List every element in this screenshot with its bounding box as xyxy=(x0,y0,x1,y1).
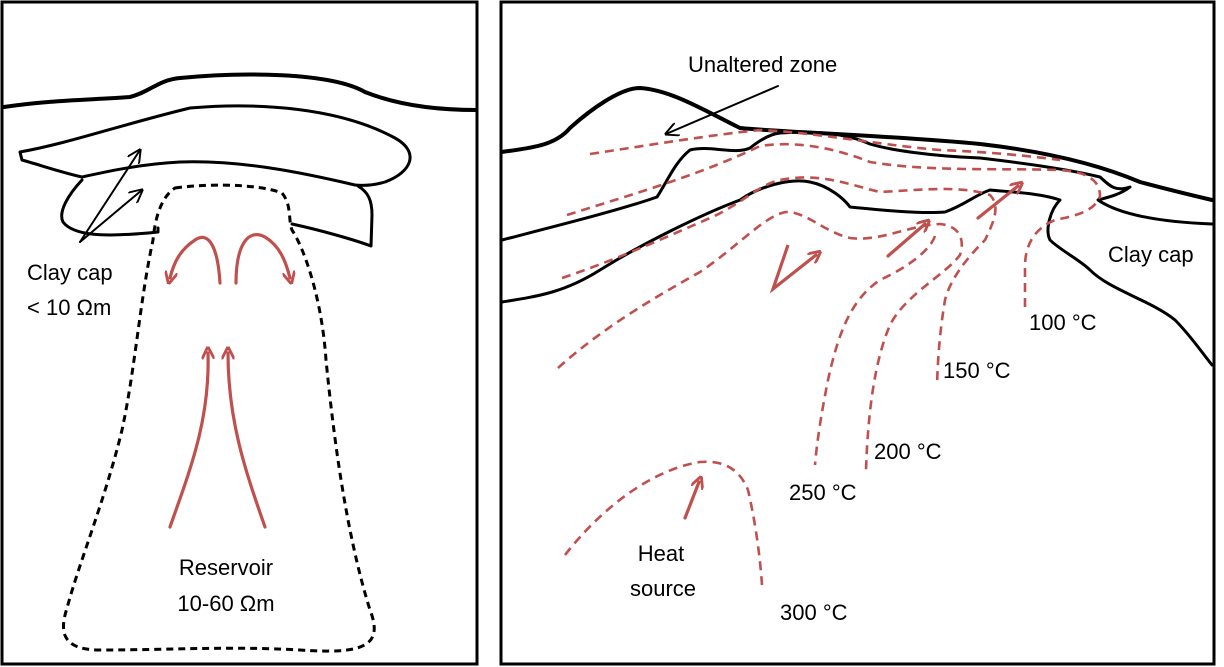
left-topography-line xyxy=(2,72,478,112)
clay-cap-pointer-arrow xyxy=(79,150,140,243)
unaltered-zone-label: Unaltered zone xyxy=(688,52,837,77)
left-clay-cap-label: Clay cap xyxy=(27,260,113,285)
heat-source-label-line1: Heat xyxy=(638,541,684,566)
upflow-arrow xyxy=(228,353,267,529)
left-panel: Clay cap < 10 Ωm Reservoir 10-60 Ωm xyxy=(0,0,479,666)
heat-flow-arrow xyxy=(683,482,699,520)
isotherm-100-label: 100 °C xyxy=(1029,310,1097,335)
isotherm-300-label: 300 °C xyxy=(780,600,848,625)
clay-cap-lower-body xyxy=(60,178,374,248)
isotherm-250-upper-line xyxy=(813,235,937,466)
unaltered-zone-boundary xyxy=(500,130,1214,242)
isotherm-200-label: 200 °C xyxy=(874,439,942,464)
upflow-arrow xyxy=(168,353,208,529)
isotherm-150-label: 150 °C xyxy=(943,358,1011,383)
clay-cap-upper-band xyxy=(18,104,412,187)
right-panel: Unaltered zone Clay cap 100 °C 150 °C 20… xyxy=(499,0,1216,666)
heat-flow-arrow xyxy=(769,244,816,294)
clay-cap-boundary xyxy=(500,179,1214,367)
outflow-arrow xyxy=(170,235,222,283)
isotherm-200-line xyxy=(557,210,964,471)
heat-source-label-line2: source xyxy=(630,576,696,601)
isotherm-upper-dashed xyxy=(589,128,1061,162)
clay-cap-pointer-arrow xyxy=(79,190,142,243)
reservoir-label: Reservoir xyxy=(179,555,273,580)
heat-flow-arrow xyxy=(886,224,925,258)
reservoir-outline xyxy=(61,183,376,653)
reservoir-resistivity: 10-60 Ωm xyxy=(177,591,274,616)
isotherm-250-line xyxy=(563,460,764,586)
right-clay-cap-label: Clay cap xyxy=(1108,242,1194,267)
unaltered-zone-pointer-arrow xyxy=(666,85,779,134)
left-clay-cap-resistivity: < 10 Ωm xyxy=(27,295,111,320)
left-panel-frame xyxy=(0,0,479,666)
isotherm-250-label: 250 °C xyxy=(789,480,857,505)
isotherm-100-line xyxy=(566,142,1102,310)
isotherm-150-line xyxy=(561,176,997,386)
right-panel-frame xyxy=(499,0,1216,666)
heat-flow-arrow xyxy=(976,186,1018,220)
outflow-arrow xyxy=(234,233,290,283)
